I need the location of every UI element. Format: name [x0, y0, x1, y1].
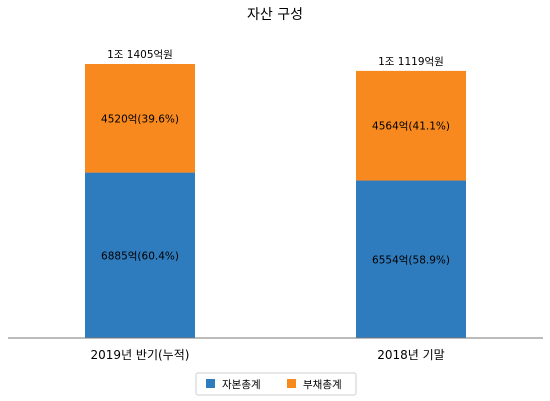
- bar-segment: [85, 172, 195, 338]
- bar-data-label: 4564억(41.1%): [372, 121, 450, 133]
- bar-segment: [356, 70, 466, 181]
- legend-swatch: [287, 379, 296, 388]
- x-tick-label: 2019년 반기(누적): [91, 348, 190, 362]
- bar-data-label: 4520억(39.6%): [101, 113, 179, 125]
- bars-layer: 6885억(60.4%) 4520억(39.6%) 1조 1405억원 6554억(5…: [85, 49, 466, 338]
- legend: 자본총계 부채총계: [195, 372, 357, 396]
- bar-total-label: 1조 1405억원: [107, 49, 173, 61]
- bar-segment: [85, 64, 195, 173]
- chart-title: 자산 구성: [247, 7, 303, 23]
- x-axis-labels: 2019년 반기(누적) 2018년 기말: [91, 348, 445, 362]
- bar-data-label: 6885억(60.4%): [101, 250, 179, 262]
- legend-swatch: [206, 379, 215, 388]
- bar-data-label: 6554억(58.9%): [372, 254, 450, 266]
- legend-box: [195, 372, 357, 396]
- legend-label: 부채총계: [303, 379, 342, 391]
- bar-segment: [356, 180, 466, 338]
- x-tick-label: 2018년 기말: [377, 348, 444, 362]
- bar-total-label: 1조 1119억원: [378, 56, 444, 68]
- legend-label: 자본총계: [222, 379, 261, 391]
